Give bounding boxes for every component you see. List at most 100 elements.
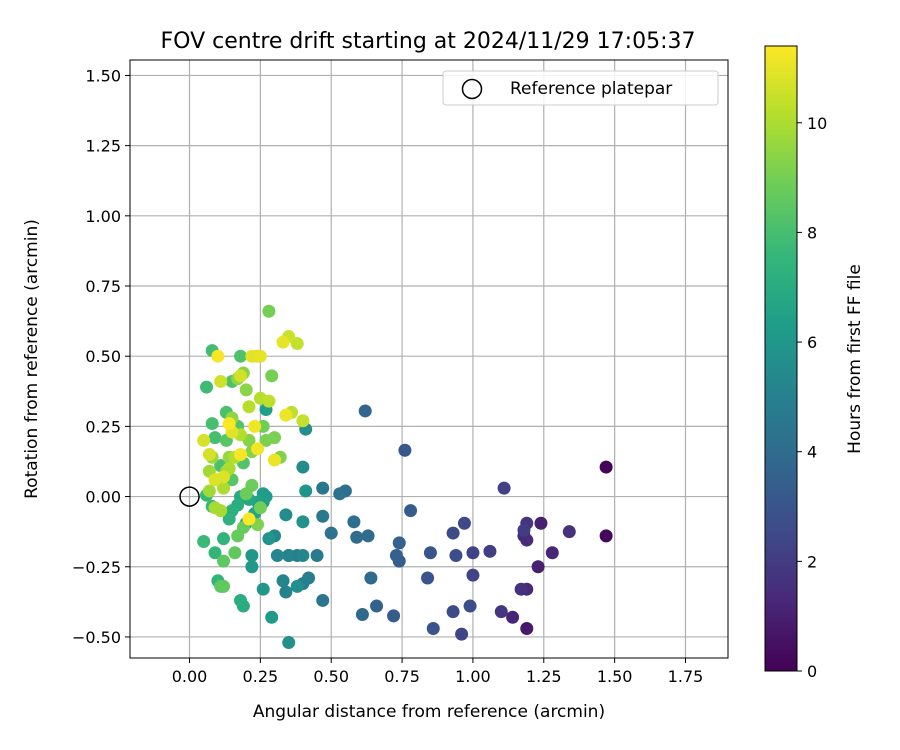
data-point: [423, 546, 437, 560]
data-point: [234, 447, 248, 461]
data-point: [279, 408, 293, 422]
data-point: [370, 599, 384, 613]
legend-marker-reference: [461, 78, 483, 100]
y-tick-label: 0.00: [85, 488, 121, 507]
data-point: [310, 549, 324, 563]
y-tick-label: −0.50: [72, 628, 121, 647]
data-point: [421, 571, 435, 585]
data-point: [387, 609, 401, 623]
data-point: [324, 526, 338, 540]
data-point: [268, 453, 282, 467]
data-point: [455, 627, 469, 641]
data-point: [497, 481, 511, 495]
x-tick-label: 0.25: [243, 667, 279, 686]
data-point: [205, 417, 219, 431]
colorbar-tick-label: 8: [807, 223, 817, 242]
data-point: [531, 560, 545, 574]
data-point: [446, 605, 460, 619]
data-point: [253, 349, 267, 363]
data-point: [446, 526, 460, 540]
data-point: [217, 579, 231, 593]
colorbar-ticks: 0 2 4 6 8 10: [797, 114, 827, 681]
x-tick-label: 1.75: [668, 667, 704, 686]
data-point: [389, 549, 403, 563]
data-point: [316, 481, 330, 495]
data-point: [466, 568, 480, 582]
colorbar-tick-label: 2: [807, 552, 817, 571]
data-point: [228, 546, 242, 560]
y-tick-label: 0.75: [85, 277, 121, 296]
legend: Reference platepar: [442, 70, 719, 106]
data-point: [256, 582, 270, 596]
y-tick-label: 1.25: [85, 137, 121, 156]
data-point: [517, 523, 531, 537]
y-axis-ticks: −0.50 −0.25 0.00 0.25 0.50 0.75 1.00 1.25 1.50: [72, 66, 130, 647]
data-point: [234, 369, 248, 383]
data-point: [279, 508, 293, 522]
legend-label-reference: Reference platepar: [510, 79, 672, 99]
data-point: [234, 593, 248, 607]
x-axis-label: Angular distance from reference (arcmin): [253, 702, 605, 722]
data-point: [599, 460, 613, 474]
data-point: [599, 529, 613, 543]
data-point: [494, 605, 508, 619]
data-point: [562, 525, 576, 539]
colorbar-tick-label: 6: [807, 333, 817, 352]
data-point: [276, 574, 290, 588]
data-point: [265, 610, 279, 624]
data-point: [514, 582, 528, 596]
data-point: [276, 335, 290, 349]
data-point: [268, 431, 282, 445]
data-point: [197, 433, 211, 447]
data-point: [534, 516, 548, 530]
data-point: [245, 560, 259, 574]
x-tick-label: 0.50: [313, 667, 349, 686]
data-point: [242, 512, 256, 526]
data-point: [520, 533, 534, 547]
data-point: [245, 549, 259, 563]
x-tick-label: 1.25: [526, 667, 562, 686]
y-tick-label: 1.50: [85, 66, 121, 85]
data-point: [262, 394, 276, 408]
data-point: [358, 404, 372, 418]
chart-title: FOV centre drift starting at 2024/11/29 …: [161, 29, 696, 54]
y-tick-label: 0.50: [85, 347, 121, 366]
data-point: [350, 530, 364, 544]
data-point: [202, 447, 216, 461]
data-point: [355, 607, 369, 621]
data-point: [296, 515, 310, 529]
data-point: [262, 304, 276, 318]
colorbar-label: Hours from first FF file: [845, 264, 865, 454]
y-tick-label: 1.00: [85, 207, 121, 226]
data-point: [262, 532, 276, 546]
data-point: [545, 546, 559, 560]
data-point: [251, 442, 265, 456]
reference-platepar-marker: [179, 486, 200, 507]
data-point: [361, 529, 375, 543]
data-point: [217, 532, 231, 546]
data-point: [316, 593, 330, 607]
data-point: [463, 599, 477, 613]
data-point: [296, 460, 310, 474]
data-point: [299, 484, 313, 498]
data-points: [197, 304, 613, 650]
data-point: [248, 419, 262, 433]
data-point: [239, 383, 253, 397]
data-point: [347, 515, 361, 529]
data-point: [217, 470, 231, 484]
data-point: [202, 484, 216, 498]
data-point: [242, 400, 256, 414]
data-point: [208, 546, 222, 560]
data-point: [245, 478, 259, 492]
data-point: [200, 380, 214, 394]
data-point: [296, 414, 310, 428]
data-point: [364, 571, 378, 585]
data-point: [296, 549, 310, 563]
data-point: [217, 481, 231, 495]
data-point: [222, 512, 236, 526]
y-tick-label: 0.25: [85, 417, 121, 436]
colorbar-tick-label: 4: [807, 443, 817, 462]
data-point: [214, 504, 228, 518]
data-point: [426, 622, 440, 636]
